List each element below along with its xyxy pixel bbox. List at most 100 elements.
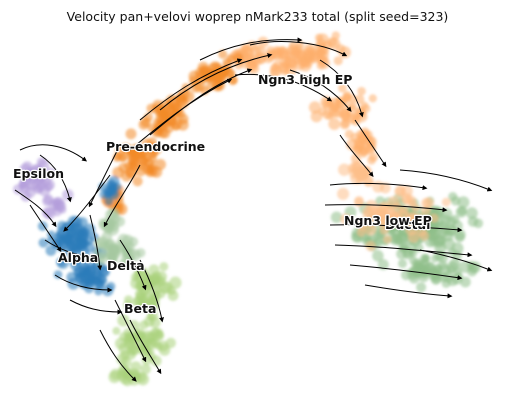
cell-point [170,117,183,130]
cell-point [350,132,360,143]
cell-point [167,286,176,296]
cell-point [266,46,275,55]
cell-point [137,150,146,159]
cell-point [467,266,478,277]
cell-point [400,192,413,205]
cell-point [112,326,121,335]
cell-point [419,231,430,241]
cell-point [340,118,351,128]
cell-point [62,189,74,201]
cell-point [130,361,142,373]
cell-point [310,110,323,123]
cell-point [52,197,63,208]
velocity-streamline [114,299,147,363]
velocity-streamline [249,41,348,57]
velocity-streamline [69,299,123,315]
cell-point [429,213,439,223]
cell-point [467,216,479,227]
cell-point [21,161,33,173]
label-ductal: Ductal [385,217,430,232]
cell-point [354,196,364,206]
cell-point [466,260,476,270]
cell-point [161,105,170,114]
cell-point [407,231,420,243]
velocity-streamline [88,144,121,208]
cell-point [150,327,161,338]
cell-point [365,240,376,252]
cell-point [43,179,55,191]
cell-point [372,250,384,262]
cell-point [411,203,420,213]
cell-point [416,263,425,272]
cell-point [454,231,465,243]
label-alpha: Alpha [58,250,98,265]
cell-point [357,221,367,231]
cell-point [432,235,446,248]
velocity-streamline [119,239,147,291]
velocity-streamline [419,249,493,272]
cell-point [365,199,378,212]
cell-point [26,181,37,192]
cell-point [416,282,427,293]
cell-point [124,295,133,305]
cell-point [224,68,235,79]
cell-point [450,196,461,206]
label-delta: Delta [107,258,145,273]
cell-point [135,281,146,292]
cell-point [366,136,376,146]
cell-point [67,253,77,262]
cell-point [328,118,341,130]
cell-point [125,128,137,140]
velocity-streamline [99,329,137,382]
cell-point [314,33,324,42]
cell-point [132,176,143,187]
cell-point [45,245,57,256]
cell-point [120,356,132,368]
cell-point [114,337,127,350]
velocity-streamline [129,78,233,151]
cell-point [105,239,114,249]
cell-point [425,261,436,273]
cell-point [95,280,104,289]
cell-point [150,273,159,282]
cell-point [106,180,116,190]
cell-point [330,211,343,224]
velocity-streamline [159,53,273,111]
cell-point [342,92,352,102]
cell-point [338,46,351,59]
cell-point [73,266,86,279]
cell-point [383,235,392,244]
cell-point [400,205,409,215]
cell-point [126,350,136,360]
cell-point [134,289,145,299]
cell-point [128,320,140,331]
cell-point [57,236,67,246]
cell-point [449,258,461,269]
velocity-streamline [329,182,428,191]
velocity-streamline [103,164,141,228]
cell-point [32,172,45,185]
cell-point [423,219,433,228]
velocity-streamline [199,37,303,61]
cell-point [361,165,372,176]
cell-point [351,113,360,122]
cell-point [138,119,150,130]
cell-point [377,259,389,271]
velocity-streamline [349,264,463,281]
cell-point [38,159,50,171]
cell-point [446,216,457,227]
velocity-streamline [139,58,243,121]
cell-point [337,187,350,200]
cell-point [444,224,457,237]
cell-point [190,80,203,93]
cell-point [43,207,56,220]
cell-point [340,213,352,225]
velocity-streamline [63,174,111,232]
cell-point [316,60,326,70]
cell-point [148,142,158,152]
cell-point [145,166,154,175]
cell-point [269,64,282,77]
velocity-streamline [234,73,333,102]
cell-point [218,49,228,59]
velocity-streamline [44,239,98,261]
